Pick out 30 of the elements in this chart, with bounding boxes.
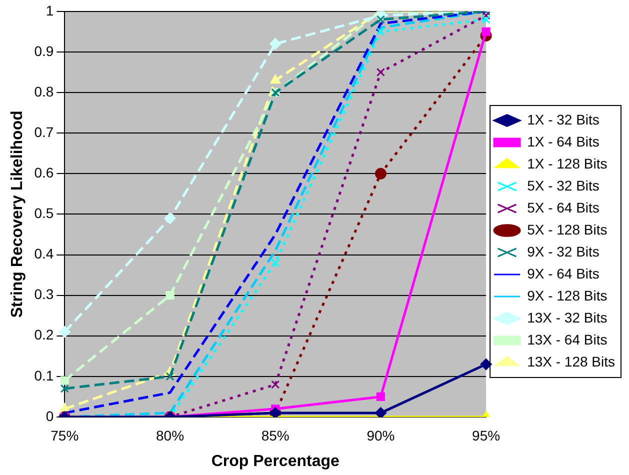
legend-label: 1X - 32 Bits (527, 111, 600, 128)
y-tick-label: 0.5 (34, 205, 54, 222)
y-tick-label: 0.9 (34, 42, 54, 59)
y-tick-label: 1 (46, 2, 54, 18)
x-tick-label: 95% (472, 427, 500, 444)
legend-label: 13X - 32 Bits (527, 309, 608, 326)
legend-label: 13X - 64 Bits (527, 331, 608, 348)
legend-label: 9X - 128 Bits (527, 287, 608, 304)
x-tick-label: 80% (156, 427, 184, 444)
y-tick-label: 0.6 (34, 164, 54, 180)
legend-label: 1X - 128 Bits (527, 155, 608, 172)
legend-label: 5X - 64 Bits (527, 199, 600, 216)
legend-label: 5X - 32 Bits (527, 177, 600, 194)
x-tick-label: 90% (366, 427, 395, 444)
y-tick-label: 0.8 (34, 83, 54, 100)
y-tick-label: 0.3 (34, 286, 54, 302)
y-tick-label: 0.4 (34, 246, 54, 262)
y-tick-label: 0.2 (34, 326, 54, 343)
legend-label: 5X - 128 Bits (527, 221, 608, 238)
y-tick-label: 0.7 (34, 124, 54, 140)
legend-label: 13X - 128 Bits (527, 353, 615, 370)
legend-label: 9X - 64 Bits (527, 265, 600, 282)
x-axis-title: Crop Percentage (211, 452, 340, 470)
legend-label: 1X - 64 Bits (527, 133, 600, 150)
x-tick-label: 85% (261, 427, 290, 444)
x-tick-label: 75% (50, 427, 79, 444)
y-tick-label: 0.1 (34, 367, 54, 384)
y-axis-title: String Recovery Likelihood (9, 110, 26, 318)
legend-label: 9X - 32 Bits (527, 243, 600, 260)
y-tick-label: 0 (46, 408, 54, 424)
